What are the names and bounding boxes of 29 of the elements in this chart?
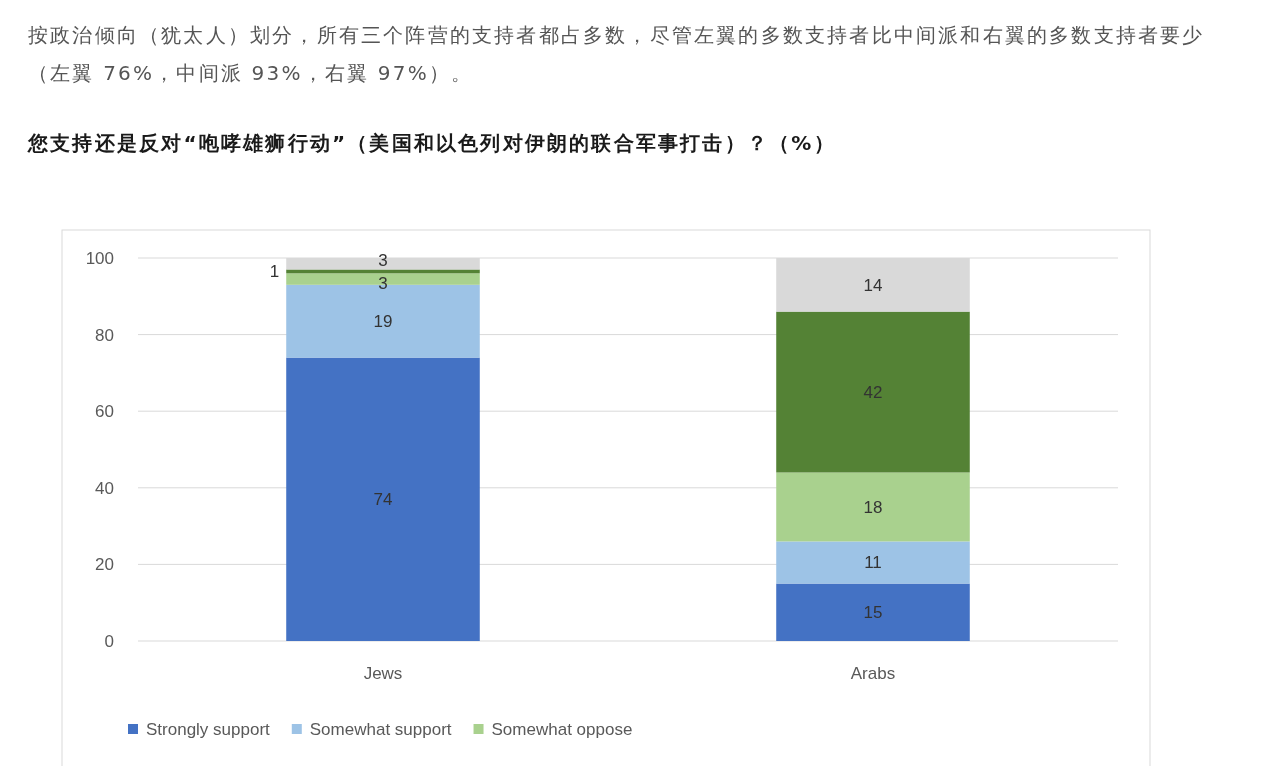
data-label: 15 (863, 603, 883, 623)
data-label: 18 (863, 497, 883, 517)
y-tick-label: 0 (104, 631, 114, 651)
legend-label: Somewhat oppose (491, 719, 633, 739)
data-label: 42 (863, 383, 883, 402)
bar (286, 357, 480, 641)
data-label: 19 (373, 312, 393, 332)
legend-label: Strongly support (146, 719, 271, 739)
chart-title: 您支持还是反对“咆哮雄狮行动”（美国和以色列对伊朗的联合军事打击）？（%） (28, 130, 837, 157)
y-tick-label: 100 (85, 248, 114, 268)
data-label: 11 (864, 553, 882, 573)
x-tick-label: Jews (363, 663, 403, 683)
data-label: 3 (378, 250, 388, 270)
y-tick-label: 80 (95, 325, 114, 345)
data-label: 3 (378, 273, 388, 293)
bar (286, 269, 480, 274)
y-tick-label: 40 (95, 478, 114, 498)
y-tick-label: 60 (95, 402, 114, 422)
bar (776, 311, 970, 473)
bar (776, 541, 970, 584)
data-label: 14 (863, 275, 883, 295)
x-tick-label: Arabs (850, 663, 896, 683)
y-tick-label: 20 (95, 555, 114, 575)
legend-label: Somewhat support (309, 719, 452, 739)
data-label: 74 (373, 490, 393, 510)
text: 按政治倾向（犹太人）划分，所有三个阵营的支持者都占多数，尽管左翼的多数支持者比中间派和右翼的多数支持者要少（左翼 76%，中间派 93%，右翼 97%）。 (28, 22, 1206, 87)
data-label: 1 (269, 262, 280, 282)
bar (776, 472, 970, 542)
bar (776, 583, 970, 641)
